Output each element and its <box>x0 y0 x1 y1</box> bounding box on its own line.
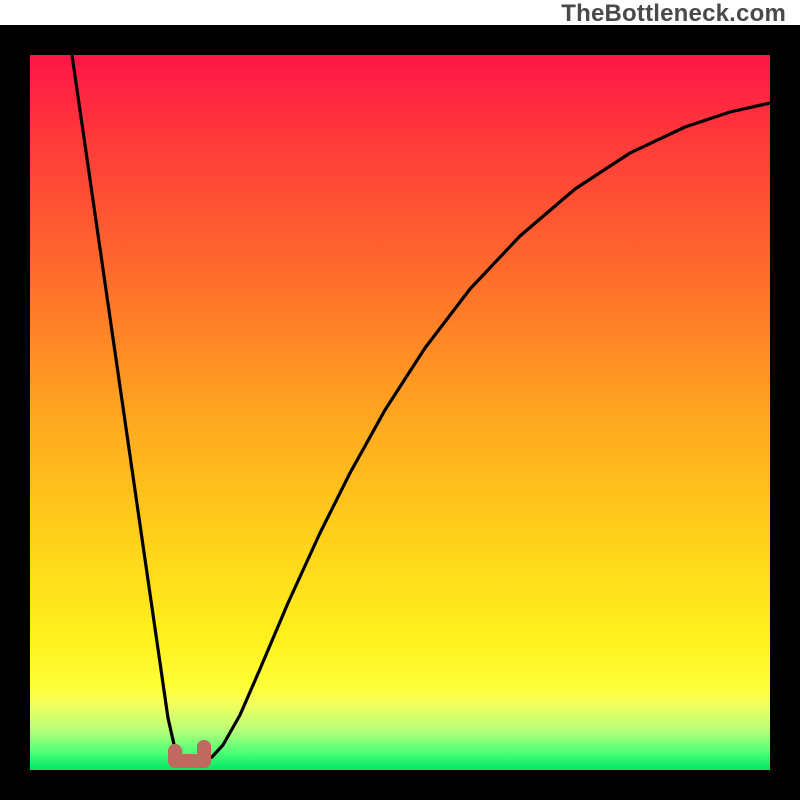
chart-container: TheBottleneck.com <box>0 0 800 800</box>
gradient-rect <box>30 55 770 770</box>
gradient-background <box>30 55 770 770</box>
plot-area <box>30 55 770 770</box>
watermark-text: TheBottleneck.com <box>561 0 786 28</box>
